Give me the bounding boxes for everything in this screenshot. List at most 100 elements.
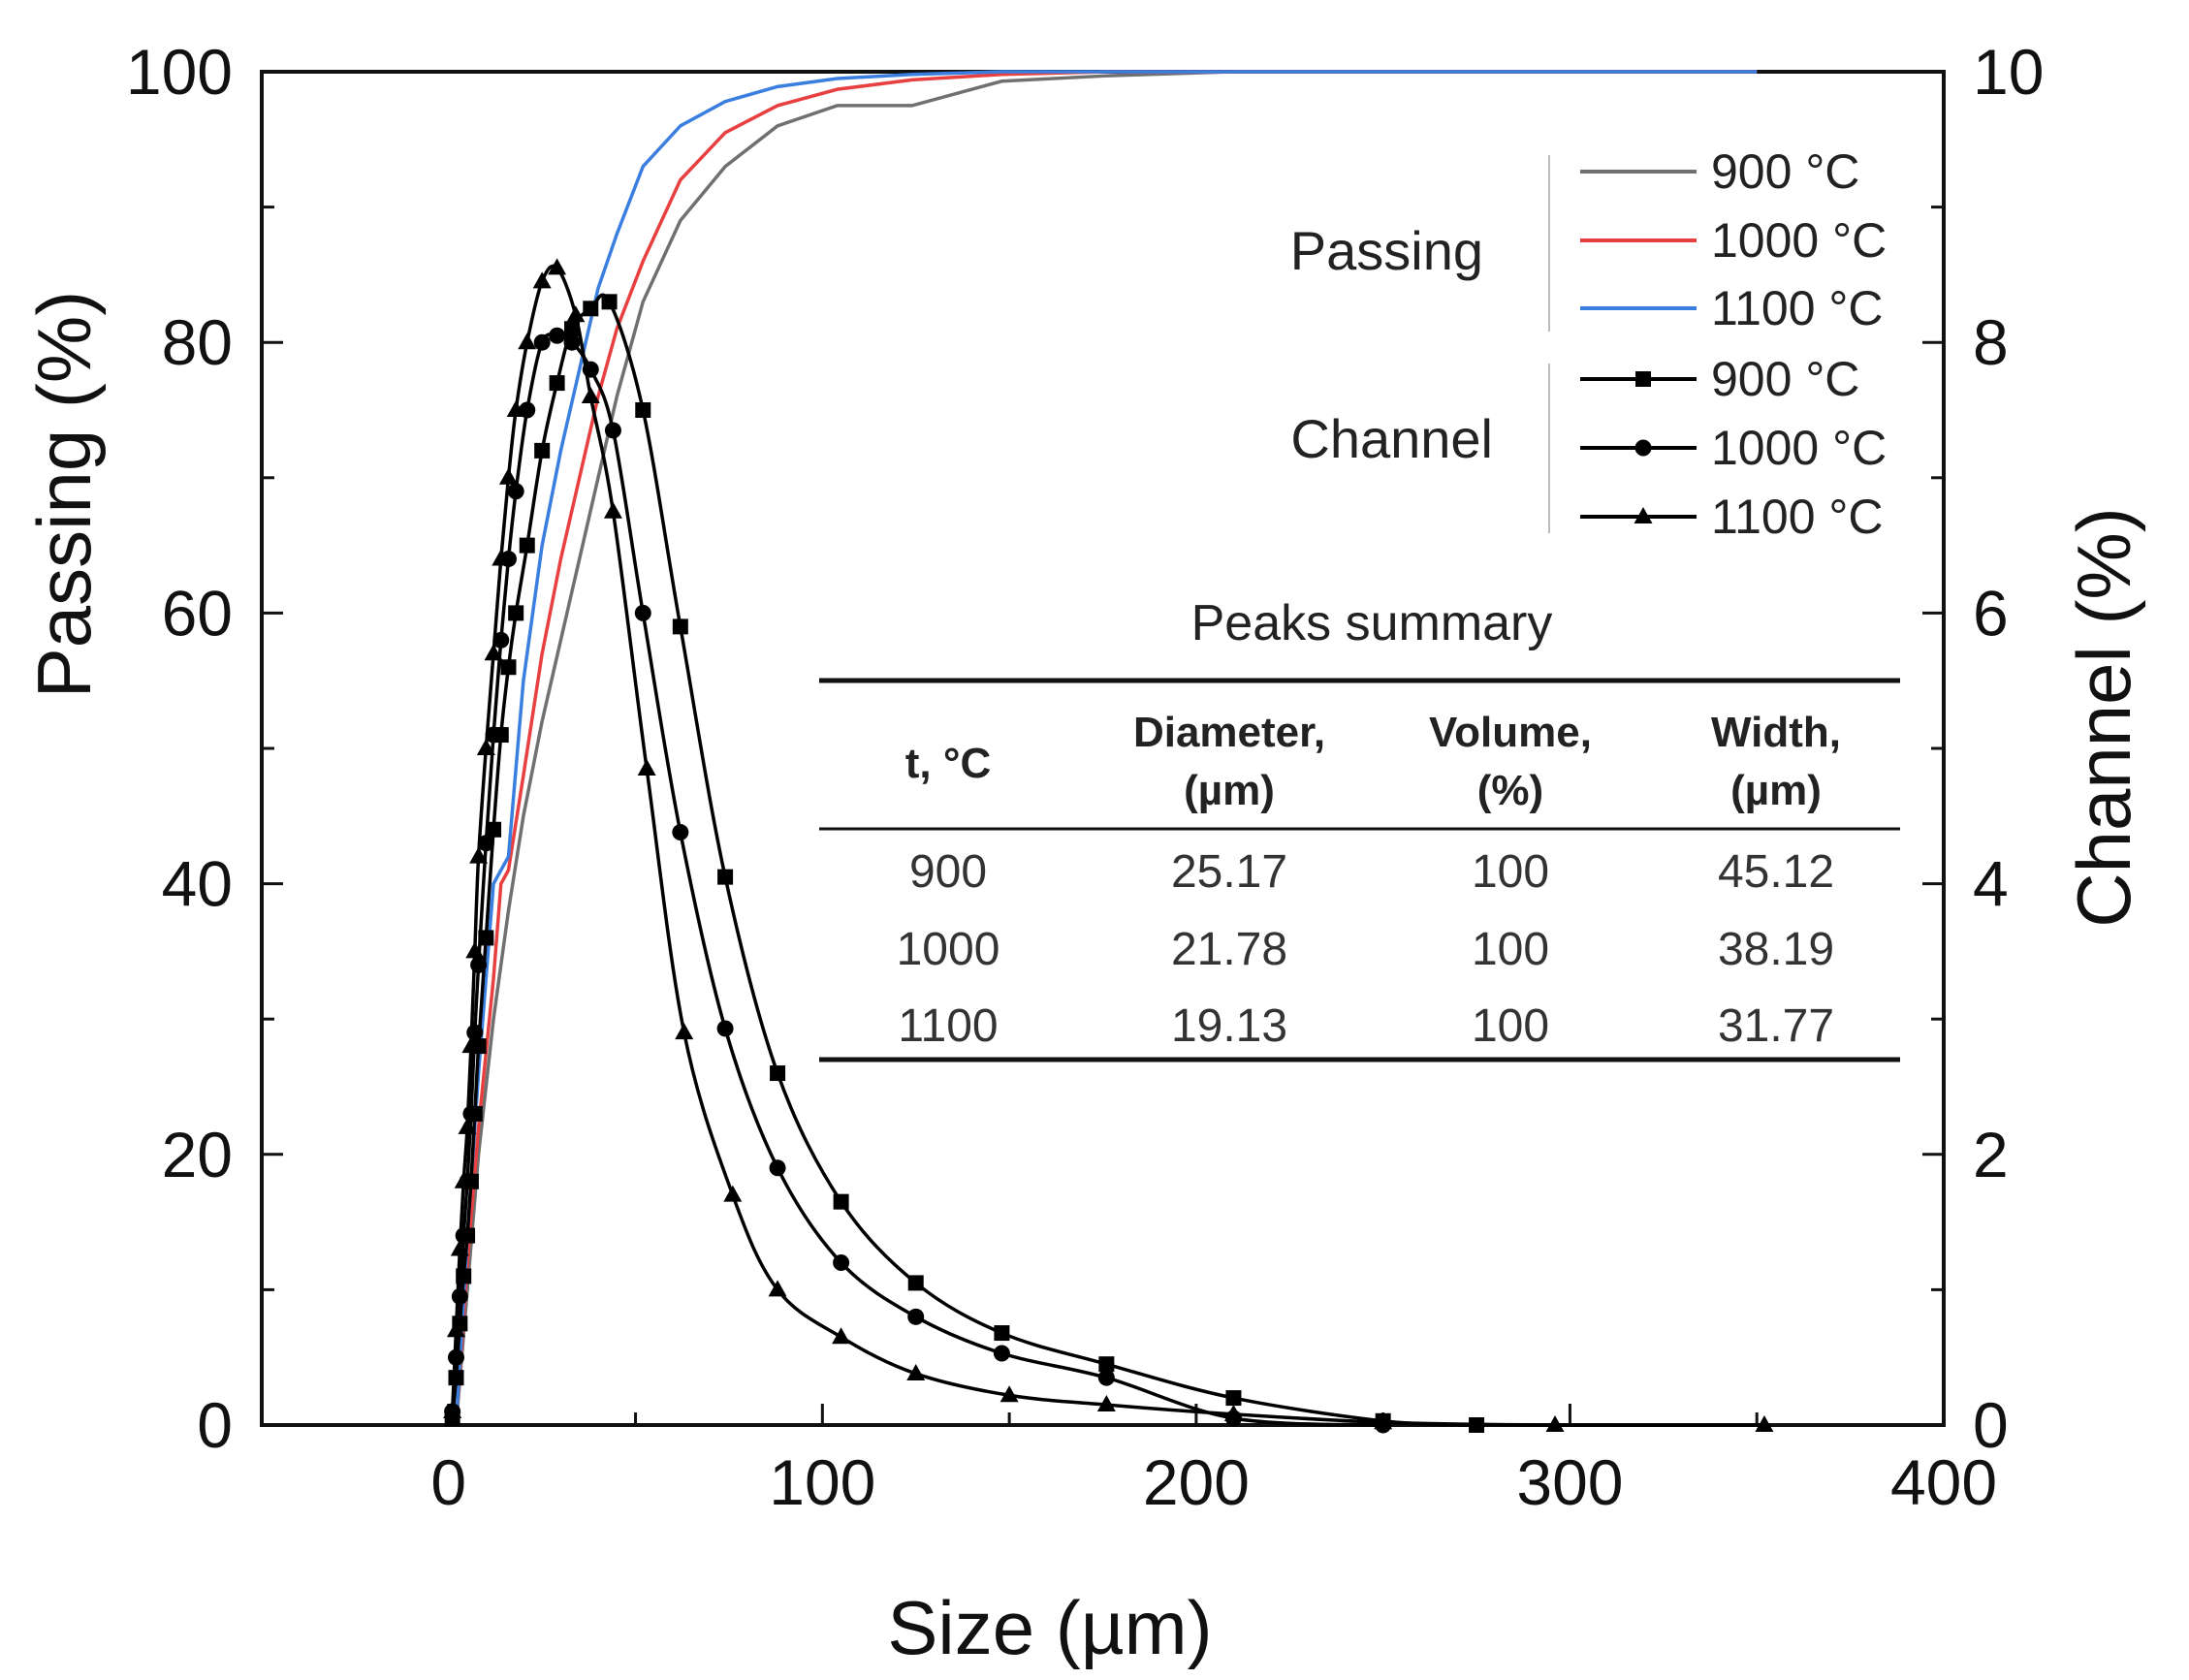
channel-marker-900 (478, 930, 494, 946)
channel-marker-1100 (1374, 1412, 1393, 1430)
table-cell: 19.13 (1171, 1000, 1287, 1052)
channel-marker-1000 (634, 604, 651, 621)
channel-marker-1000 (563, 333, 581, 351)
channel-marker-1100 (1096, 1395, 1116, 1412)
legend: Passing Channel 900 °C 1000 °C 1100 °C 900 °C… (1290, 144, 1887, 544)
channel-marker-900 (1225, 1390, 1242, 1407)
channel-marker-1000 (507, 483, 524, 500)
channel-marker-1100 (566, 305, 586, 323)
channel-marker-900 (1098, 1356, 1115, 1373)
y-tick-label: 80 (162, 306, 233, 378)
channel-marker-1000 (470, 956, 488, 973)
channel-marker-1000 (1097, 1369, 1115, 1386)
y2-axis-title: Channel (%) (2061, 507, 2146, 928)
table-cell: 900 (909, 846, 987, 898)
legend-label-channel: 1000 °C (1711, 421, 1887, 475)
channel-marker-900 (549, 375, 565, 392)
channel-marker-1100 (465, 941, 485, 959)
channel-marker-1100 (484, 644, 503, 661)
channel-marker-900 (448, 1370, 464, 1386)
legend-label-passing: 1000 °C (1711, 213, 1887, 268)
channel-marker-1000 (462, 1105, 480, 1123)
legend-label-channel: 1100 °C (1711, 490, 1884, 544)
channel-marker-1100 (1223, 1404, 1243, 1421)
channel-marker-1100 (637, 758, 656, 776)
y-tick-label: 40 (162, 848, 233, 920)
table-header-cell: Diameter, (1133, 709, 1325, 756)
channel-marker-1000 (672, 824, 689, 841)
channel-marker-900 (635, 402, 651, 418)
channel-marker-900 (519, 537, 535, 554)
y-tick-label: 100 (126, 36, 233, 108)
y2-tick-label: 6 (1973, 577, 2009, 649)
channel-marker-1100 (723, 1185, 743, 1202)
channel-marker-1100 (458, 1117, 477, 1134)
table-header-cell: Volume, (1429, 709, 1592, 756)
passing-line-900 (454, 70, 1758, 1426)
channel-marker-1000 (993, 1345, 1010, 1362)
legend-group-passing: Passing (1290, 220, 1483, 281)
y-tick-label: 20 (162, 1119, 233, 1190)
table-header-cell: (µm) (1730, 767, 1822, 814)
table-cell: 100 (1472, 1000, 1549, 1052)
legend-group-channel: Channel (1290, 408, 1493, 469)
channel-marker-900 (672, 618, 688, 635)
channel-marker-1000 (466, 1024, 484, 1041)
channel-marker-900 (534, 442, 551, 459)
channel-marker-1100 (532, 271, 552, 289)
table-title: Peaks summary (1191, 595, 1553, 651)
peaks-summary-table: Peaks summary t, °C Diameter, (µm) Volume, (%… (819, 595, 1900, 1062)
x-tick-label: 100 (769, 1446, 875, 1518)
table-cell: 1100 (898, 1000, 998, 1052)
x-tick-label: 400 (1890, 1446, 1997, 1518)
channel-marker-1100 (492, 549, 511, 566)
channel-marker-1000 (492, 631, 510, 649)
channel-marker-1100 (469, 846, 489, 864)
channel-marker-1100 (675, 1023, 694, 1040)
legend-marker-channel (1635, 371, 1651, 387)
table-header-cell: (%) (1477, 767, 1543, 814)
channel-marker-1100 (450, 1239, 469, 1256)
channel-marker-900 (500, 659, 517, 676)
table-cell: 38.19 (1718, 924, 1834, 975)
legend-label-passing: 900 °C (1711, 144, 1859, 199)
channel-marker-900 (1469, 1417, 1485, 1433)
table-header-cell: Width, (1711, 709, 1841, 756)
table-cell: 100 (1472, 924, 1549, 975)
plot-border (260, 70, 1946, 1427)
channel-marker-1100 (548, 258, 567, 275)
channel-marker-1000 (907, 1308, 925, 1325)
legend-label-channel: 900 °C (1711, 352, 1859, 406)
series-markers (443, 258, 1774, 1434)
table-cell: 1000 (897, 924, 1000, 975)
channel-marker-1100 (461, 1036, 481, 1054)
channel-marker-1100 (581, 387, 600, 404)
y2-tick-label: 0 (1973, 1389, 2009, 1461)
channel-marker-1000 (485, 726, 502, 744)
channel-marker-1000 (455, 1227, 472, 1245)
y-axis-title: Passing (%) (21, 291, 107, 698)
x-axis-title: Size (µm) (887, 1585, 1212, 1670)
table-header-cell: t, °C (905, 740, 991, 787)
channel-marker-1000 (604, 422, 621, 439)
channel-marker-1100 (768, 1280, 787, 1297)
channel-marker-1100 (1545, 1415, 1565, 1432)
channel-marker-900 (508, 605, 524, 621)
channel-marker-1100 (506, 400, 525, 417)
y2-tick-label: 4 (1973, 848, 2009, 920)
y2-tick-label: 10 (1973, 36, 2044, 108)
y-tick-label: 60 (162, 577, 233, 649)
x-tick-label: 300 (1516, 1446, 1623, 1518)
channel-marker-1100 (603, 501, 622, 519)
channel-marker-1000 (769, 1159, 786, 1177)
channel-marker-900 (717, 869, 734, 885)
channel-marker-1100 (454, 1171, 473, 1189)
channel-marker-1100 (906, 1363, 926, 1380)
legend-marker-channel (1634, 439, 1652, 457)
table-header-cell: (µm) (1184, 767, 1275, 814)
y-tick-label: 0 (197, 1389, 233, 1461)
plot-frame (260, 70, 1946, 1427)
channel-marker-1100 (498, 467, 518, 485)
